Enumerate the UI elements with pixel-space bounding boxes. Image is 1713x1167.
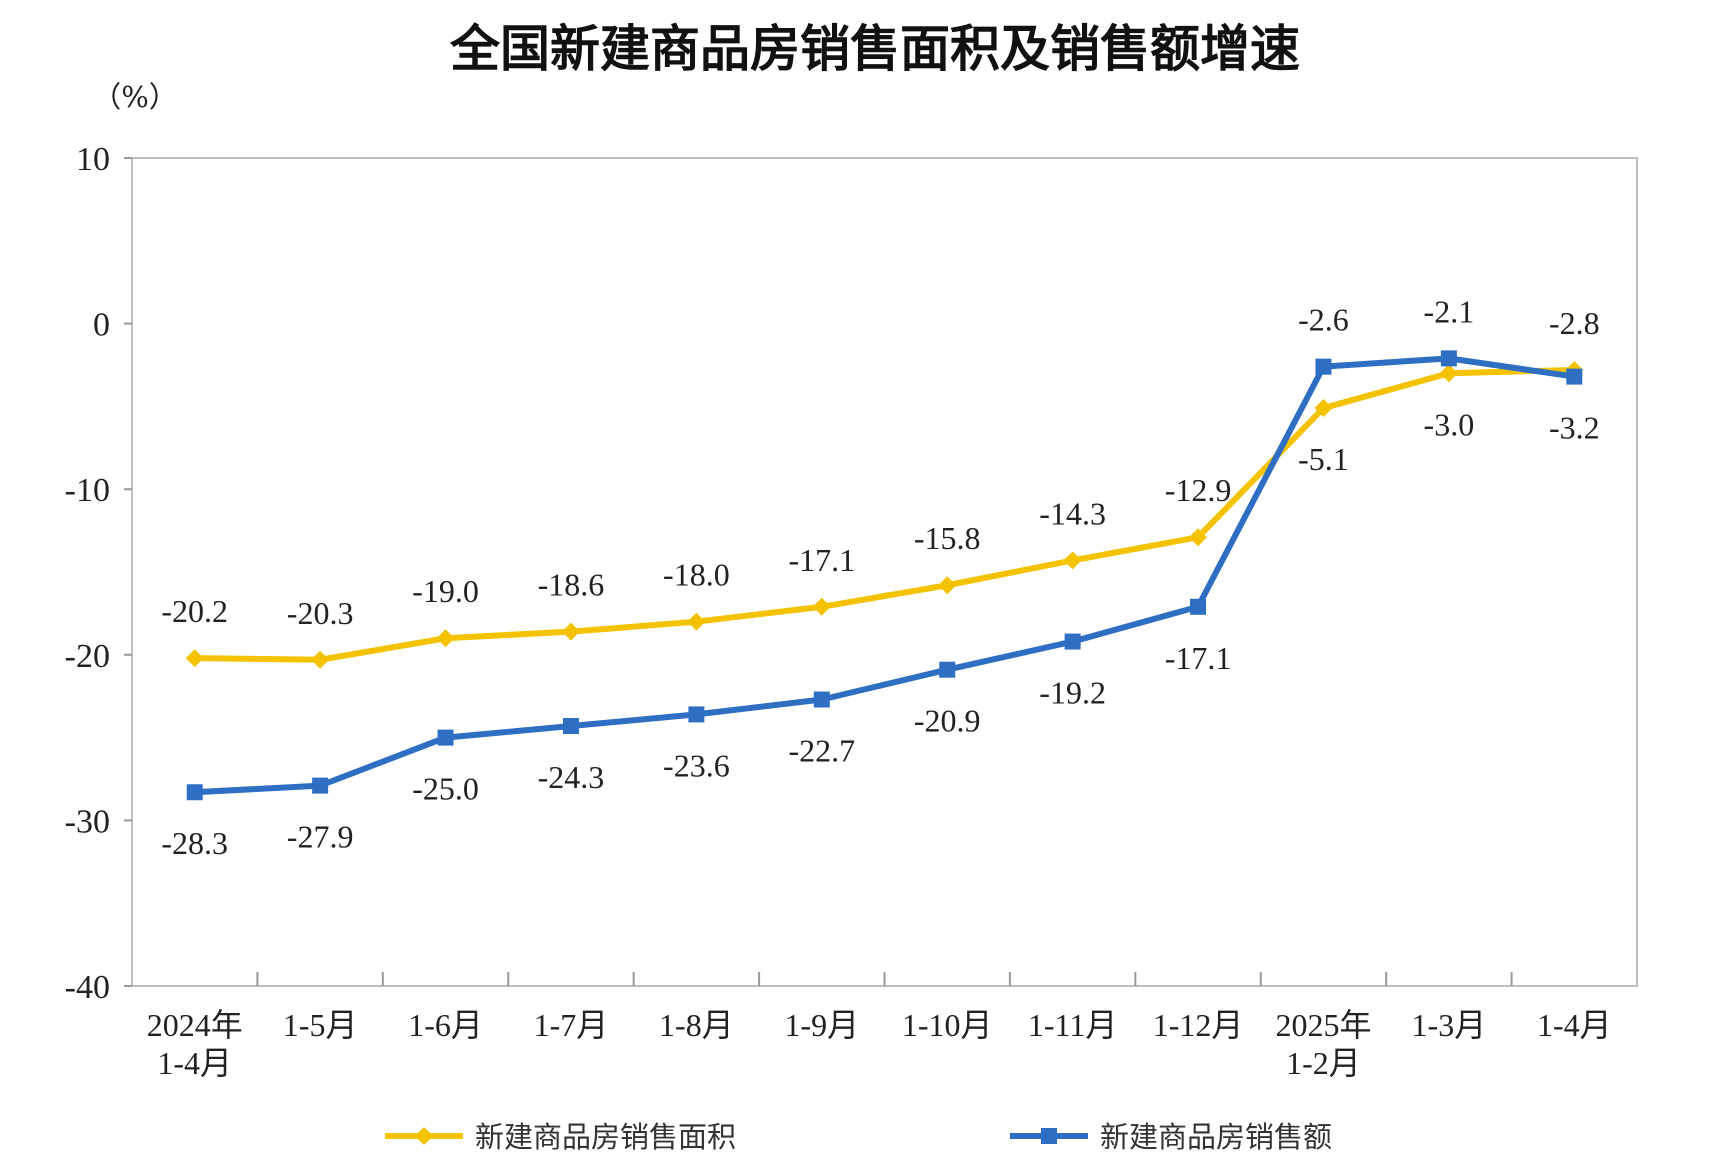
data-point-marker (1314, 399, 1333, 418)
data-label: -2.1 (1424, 293, 1475, 329)
legend-label: 新建商品房销售额 (1100, 1120, 1332, 1154)
data-point-marker (437, 729, 454, 746)
data-labels-layer: -20.2 -28.3 -20.3 -27.9 -19.0 -25.0 -18.6 -24.3… (161, 293, 1599, 861)
data-label: -19.0 (412, 573, 479, 609)
y-tick-label: 10 (76, 141, 110, 178)
x-tick-label: 1-10月 (902, 1007, 993, 1043)
y-axis-unit-label: （%） (92, 80, 178, 114)
data-point-marker (1440, 350, 1457, 367)
series-line (194, 366, 1575, 663)
chart-title: 全国新建商品房销售面积及销售额增速 (449, 20, 1300, 78)
data-label: -20.3 (287, 595, 354, 631)
y-tick-label: -10 (65, 472, 110, 509)
data-point-marker (186, 784, 203, 801)
x-tick-label: 1-4月 (1537, 1007, 1612, 1043)
data-point-marker (688, 706, 705, 723)
data-point-marker (687, 612, 706, 631)
data-label: -12.9 (1165, 472, 1232, 508)
y-tick-label: -20 (65, 638, 110, 675)
legend-item: 新建商品房销售面积 (385, 1120, 736, 1154)
data-point-marker (1064, 633, 1081, 650)
data-point-marker (938, 576, 957, 595)
data-point-marker (939, 661, 956, 678)
y-axis: 10 0 -10 -20 -30 -40 (65, 141, 132, 1006)
data-label: -22.7 (788, 733, 855, 769)
x-tick-label: 1-2月 (1286, 1045, 1361, 1081)
x-tick-label: 1-9月 (784, 1007, 859, 1043)
data-label: -3.2 (1549, 410, 1600, 446)
data-label: -24.3 (538, 759, 605, 795)
data-label: -17.1 (1165, 640, 1232, 676)
data-label: -14.3 (1039, 495, 1106, 531)
data-label: -15.8 (914, 520, 981, 556)
x-tick-label: 1-11月 (1028, 1007, 1117, 1043)
x-tick-label: 1-6月 (408, 1007, 483, 1043)
legend-marker (1041, 1128, 1057, 1144)
data-label: -3.0 (1424, 406, 1475, 442)
series-layer (185, 350, 1584, 801)
x-tick-label: 1-8月 (659, 1007, 734, 1043)
y-tick-label: -40 (65, 969, 110, 1006)
data-label: -2.8 (1549, 305, 1600, 341)
legend: 新建商品房销售面积 新建商品房销售额 (385, 1120, 1332, 1154)
data-label: -17.1 (788, 542, 855, 578)
data-point-marker (311, 650, 330, 669)
data-point-marker (1190, 598, 1207, 615)
series-sales-amount (186, 350, 1583, 801)
data-point-marker (813, 691, 830, 708)
data-label: -27.9 (287, 819, 354, 855)
data-label: -20.2 (161, 593, 228, 629)
plot-area-frame (131, 157, 1638, 987)
x-tick-label: 1-7月 (534, 1007, 609, 1043)
y-tick-label: -30 (65, 803, 110, 840)
data-label: -18.6 (538, 567, 605, 603)
legend-marker (415, 1127, 433, 1145)
data-label: -5.1 (1298, 441, 1349, 477)
data-point-marker (812, 597, 831, 616)
data-label: -23.6 (663, 747, 730, 783)
data-point-marker (1439, 364, 1458, 383)
data-point-marker (312, 777, 329, 794)
data-point-marker (1566, 368, 1583, 385)
data-label: -18.0 (663, 557, 730, 593)
data-point-marker (1063, 551, 1082, 570)
legend-label: 新建商品房销售面积 (475, 1120, 736, 1154)
data-point-marker (436, 629, 455, 648)
data-label: -19.2 (1039, 675, 1106, 711)
x-tick-label: 2025年 (1275, 1007, 1371, 1043)
series-sales-area (185, 360, 1584, 669)
data-point-marker (1315, 358, 1332, 375)
x-tick-label: 1-5月 (283, 1007, 358, 1043)
data-label: -28.3 (161, 825, 228, 861)
series-line (194, 355, 1575, 796)
data-label: -20.9 (914, 703, 981, 739)
x-tick-label: 1-4月 (157, 1045, 232, 1081)
data-point-marker (1189, 528, 1208, 547)
y-tick-label: 0 (93, 307, 110, 344)
data-point-marker (561, 622, 580, 641)
data-label: -25.0 (412, 771, 479, 807)
legend-item: 新建商品房销售额 (1010, 1120, 1332, 1154)
data-point-marker (562, 718, 579, 735)
data-label: -2.6 (1298, 302, 1349, 338)
x-tick-label: 1-3月 (1412, 1007, 1487, 1043)
x-tick-label: 1-12月 (1153, 1007, 1244, 1043)
x-tick-label: 2024年 (147, 1007, 243, 1043)
data-point-marker (185, 649, 204, 668)
